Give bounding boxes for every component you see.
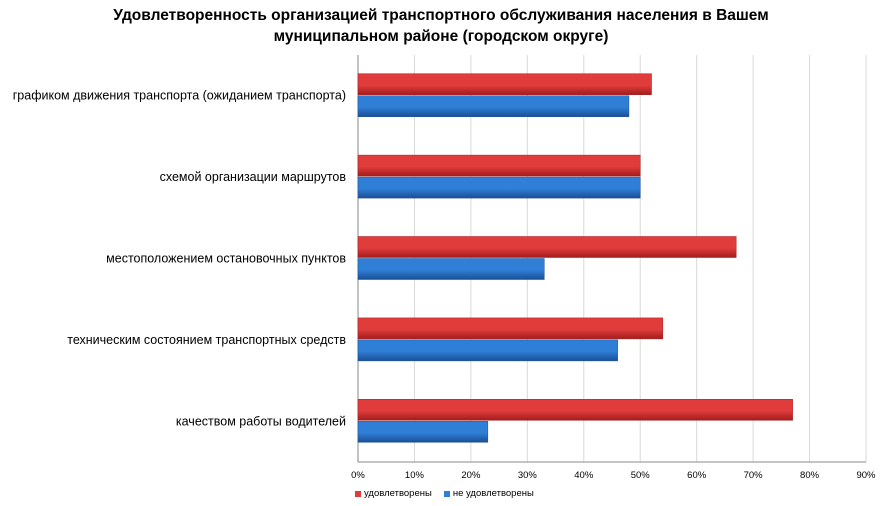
bar-satisfied-2 [357, 236, 737, 258]
bar-unsatisfied-1 [357, 176, 641, 199]
x-axis-ticks: 0% 10% 20% 30% 40% 50% 60% 70% 80% 90% [351, 470, 876, 481]
bars [357, 73, 793, 443]
legend: удовлетворены не удовлетворены [355, 488, 534, 499]
bar-unsatisfied-2 [357, 258, 545, 280]
legend-label-unsatisfied: не удовлетворены [452, 488, 534, 499]
category-label-4: качеством работы водителей [176, 414, 346, 428]
legend-item-unsatisfied: не удовлетворены [443, 488, 534, 499]
legend-swatch-satisfied [355, 490, 361, 497]
x-tick-label: 50% [631, 470, 651, 481]
bar-satisfied-1 [357, 154, 641, 177]
x-tick-label: 0% [351, 470, 365, 481]
category-label-1: схемой организации маршрутов [160, 170, 347, 184]
legend-swatch-unsatisfied [443, 490, 450, 497]
chart-title-line-1: Удовлетворенность организацией транспорт… [113, 7, 769, 24]
bar-unsatisfied-4 [357, 421, 489, 443]
bar-satisfied-3 [357, 317, 664, 340]
x-tick-label: 90% [856, 470, 876, 481]
chart-title-line-2: муниципальном районе (городском округе) [273, 28, 609, 45]
x-tick-label: 40% [574, 470, 594, 481]
x-tick-label: 20% [461, 470, 481, 481]
category-label-3: техническим состоянием транспортных сред… [67, 333, 346, 347]
category-labels: графиком движения транспорта (ожиданием … [13, 89, 347, 429]
x-tick-label: 30% [518, 470, 538, 481]
legend-label-satisfied: удовлетворены [364, 488, 432, 499]
legend-item-satisfied: удовлетворены [355, 488, 432, 499]
bar-unsatisfied-3 [357, 339, 618, 362]
gridlines [357, 55, 867, 463]
bar-satisfied-4 [357, 399, 793, 421]
x-tick-label: 10% [405, 470, 425, 481]
bar-unsatisfied-0 [357, 95, 630, 117]
bar-satisfied-0 [357, 73, 652, 95]
x-tick-label: 70% [744, 470, 764, 481]
x-tick-label: 80% [800, 470, 820, 481]
x-tick-label: 60% [687, 470, 707, 481]
chart-title: Удовлетворенность организацией транспорт… [0, 5, 882, 47]
category-label-2: местоположением остановочных пунктов [106, 252, 346, 266]
category-label-0: графиком движения транспорта (ожиданием … [13, 89, 346, 103]
